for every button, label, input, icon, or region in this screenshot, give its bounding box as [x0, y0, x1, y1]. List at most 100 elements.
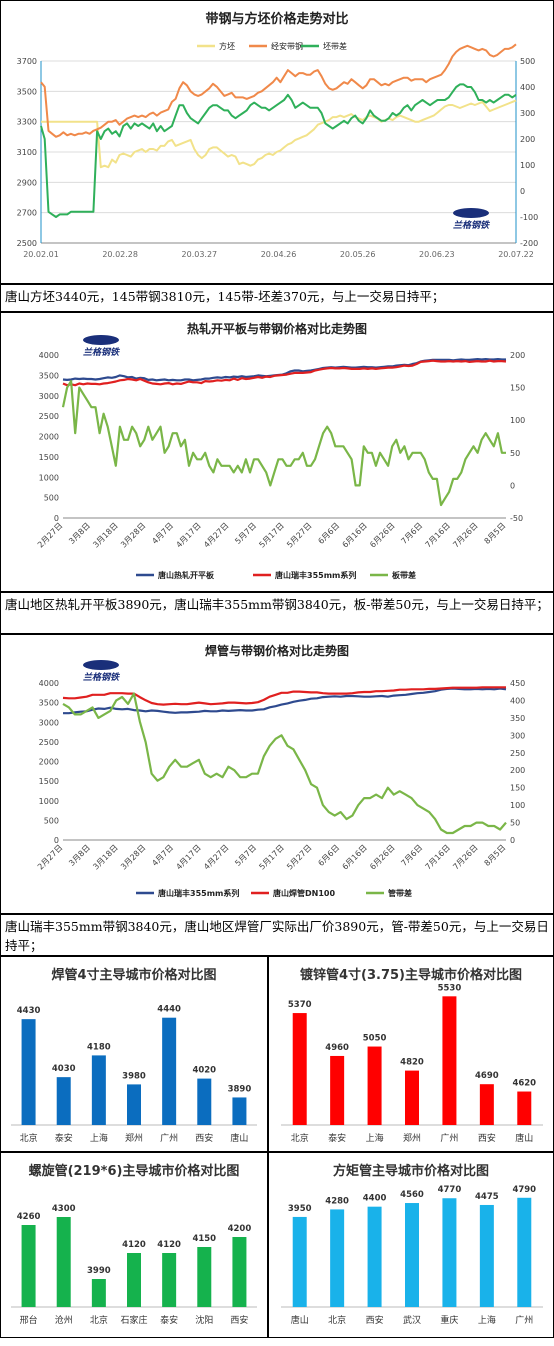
- bar-category-label: 北京: [90, 1314, 108, 1326]
- y-right-tick-label: 500: [520, 57, 535, 66]
- bar: [91, 1055, 106, 1125]
- y-right-tick-label: 100: [520, 161, 535, 170]
- bar-category-label: 郑州: [403, 1132, 421, 1144]
- y-left-tick-label: 2500: [39, 412, 59, 421]
- bar-value-label: 4300: [52, 1204, 76, 1214]
- bar-value-label: 4180: [87, 1042, 111, 1052]
- y-left-tick-label: 3000: [39, 392, 59, 401]
- bar-category-label: 石家庄: [120, 1314, 147, 1326]
- x-tick-label: 20.03.27: [182, 250, 218, 259]
- y-left-tick-label: 0: [54, 836, 59, 845]
- logo-icon: 兰格钢铁: [83, 335, 121, 358]
- bar-category-label: 沧州: [55, 1314, 73, 1326]
- x-tick-label: 4月27日: [202, 843, 230, 871]
- bar: [517, 1091, 532, 1125]
- bar-category-label: 上海: [478, 1314, 496, 1326]
- bar-value-label: 4260: [17, 1212, 41, 1222]
- x-tick-label: 20.02.01: [23, 250, 59, 259]
- legend-label: 管带差: [388, 888, 412, 898]
- x-tick-label: 5月7日: [233, 521, 258, 546]
- bar: [405, 1070, 419, 1125]
- x-tick-label: 6月6日: [316, 521, 341, 546]
- y-right-tick-label: -50: [510, 514, 523, 523]
- bar-category-label: 泰安: [55, 1132, 73, 1144]
- y-left-tick-label: 4000: [39, 679, 59, 688]
- bar: [21, 1019, 36, 1125]
- bar: [292, 1013, 307, 1125]
- bar-spiral-pipe: 螺旋管(219*6)主导城市价格对比图 4260 邢台 4300 沧州 3990 北京 412…: [11, 1163, 257, 1326]
- bar-category-label: 上海: [366, 1132, 384, 1144]
- bar-value-label: 4120: [157, 1240, 181, 1250]
- y-right-tick-label: 50: [510, 449, 520, 458]
- legend-label: 坯带差: [323, 41, 347, 51]
- x-tick-label: 6月26日: [368, 521, 396, 549]
- bar-square-pipe: 方矩管主导城市价格对比图 3950 唐山 4280 北京 4400 西安 4560 武汉 4770…: [281, 1163, 543, 1326]
- bar: [479, 1204, 494, 1307]
- bar-value-label: 4430: [17, 1006, 41, 1016]
- bar-category-label: 西安: [230, 1314, 248, 1326]
- bar-category-label: 北京: [328, 1314, 346, 1326]
- x-tick-label: 20.04.26: [261, 250, 297, 259]
- x-tick-label: 4月17日: [174, 521, 202, 549]
- y-right-tick-label: 100: [510, 416, 525, 425]
- bar-category-label: 重庆: [440, 1314, 458, 1326]
- x-tick-label: 3月28日: [119, 843, 147, 871]
- y-left-tick-label: 3000: [39, 718, 59, 727]
- x-tick-label: 4月7日: [150, 843, 175, 868]
- bar-value-label: 3950: [288, 1204, 312, 1214]
- x-tick-label: 5月27日: [285, 843, 313, 871]
- bar-category-label: 唐山: [291, 1314, 309, 1326]
- y-right-tick-label: 150: [510, 784, 525, 793]
- bar-category-label: 西安: [195, 1132, 213, 1144]
- x-tick-label: 5月7日: [233, 843, 258, 868]
- bar-category-label: 北京: [291, 1132, 309, 1144]
- chart-pipe-strip-box: 焊管与带钢价格对比走势图 0 500 1000 1500 2000 2500 3000 3500…: [0, 634, 554, 914]
- bar-category-label: 唐山: [230, 1132, 248, 1144]
- bar-value-label: 4280: [325, 1196, 349, 1206]
- x-tick-label: 6月16日: [340, 521, 368, 549]
- y-left-tick-label: 1500: [39, 777, 59, 786]
- bar: [21, 1225, 36, 1307]
- x-tick-label: 3月8日: [67, 843, 92, 868]
- x-tick-label: 8月5日: [483, 521, 508, 546]
- y-right-tick-label: 350: [510, 714, 525, 723]
- x-tick-label: 6月16日: [340, 843, 368, 871]
- x-tick-label: 4月7日: [150, 521, 175, 546]
- bar-value-label: 3890: [228, 1084, 252, 1094]
- x-tick-label: 20.07.22: [498, 250, 534, 259]
- y-right-tick-label: 150: [510, 384, 525, 393]
- y-right-tick-label: 0: [520, 187, 525, 196]
- bar-value-label: 4020: [192, 1066, 216, 1076]
- bar-welded-box: 焊管4寸主导城市价格对比图 4430 北京 4030 泰安 4180 上海 3980 郑州 444…: [0, 956, 268, 1152]
- y-right-tick-label: -100: [520, 213, 538, 222]
- y-right-tick-label: 200: [510, 766, 525, 775]
- bar-category-label: 武汉: [403, 1314, 421, 1326]
- y-left-tick-label: 2900: [17, 178, 37, 187]
- bar-chart-title: 镀锌管4寸(3.75)主导城市价格对比图: [300, 967, 522, 983]
- y-right-tick-label: 0: [510, 481, 515, 490]
- series-line-2: [62, 692, 507, 835]
- bar: [405, 1203, 419, 1307]
- chart-title: 焊管与带钢价格对比走势图: [205, 643, 349, 658]
- bar-value-label: 4820: [400, 1058, 424, 1068]
- y-left-tick-label: 3700: [17, 57, 37, 66]
- caption-pipe-strip: 唐山瑞丰355mm带钢3840元，唐山地区焊管厂实际出厂价3890元，管-带差5…: [0, 914, 554, 956]
- chart-pipe-strip: 焊管与带钢价格对比走势图0500100015002000250030003500…: [36, 643, 525, 898]
- bar-value-label: 4120: [122, 1240, 146, 1250]
- x-tick-label: 4月17日: [174, 843, 202, 871]
- bar-category-label: 郑州: [125, 1132, 143, 1144]
- y-right-tick-label: 0: [510, 836, 515, 845]
- y-left-tick-label: 3500: [17, 87, 37, 96]
- y-right-tick-label: -200: [520, 239, 538, 248]
- y-left-tick-label: 1000: [39, 797, 59, 806]
- x-tick-label: 7月26日: [451, 843, 479, 871]
- bar: [56, 1217, 71, 1307]
- bar: [442, 1198, 457, 1307]
- y-left-tick-label: 3500: [39, 699, 59, 708]
- y-left-tick-label: 2000: [39, 758, 59, 767]
- x-tick-label: 4月27日: [202, 521, 230, 549]
- bar: [442, 996, 457, 1125]
- y-right-tick-label: 50: [510, 819, 520, 828]
- bar-chart-title: 螺旋管(219*6)主导城市价格对比图: [29, 1163, 240, 1179]
